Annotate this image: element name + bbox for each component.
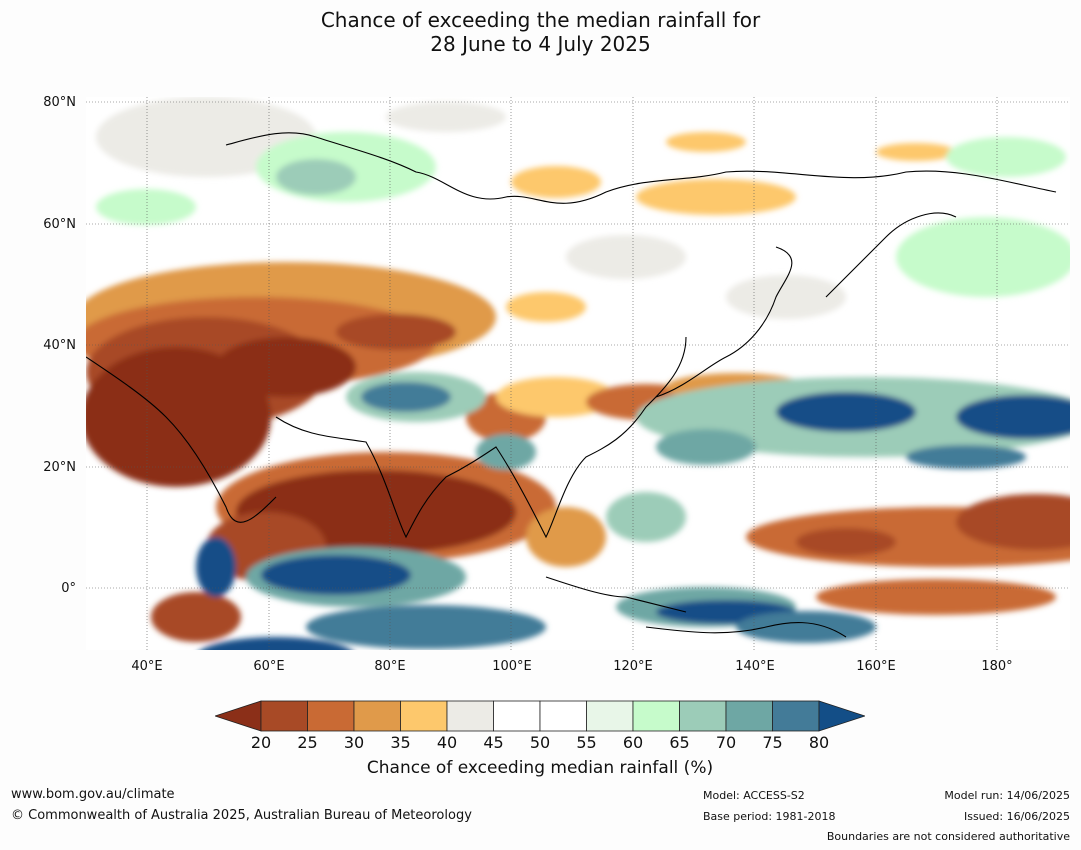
map-canvas	[86, 97, 1070, 650]
lon-label-140e: 140°E	[735, 659, 775, 674]
colorbar-segment	[632, 700, 680, 732]
lon-label-80e: 80°E	[374, 659, 406, 674]
colorbar-tick-label: 20	[250, 733, 272, 752]
website-link[interactable]: www.bom.gov.au/climate	[11, 787, 175, 802]
lat-label-80n: 80°N	[43, 95, 76, 110]
colorbar-segment	[260, 700, 308, 732]
colorbar-segment	[446, 700, 494, 732]
colorbar-tick-label: 65	[669, 733, 690, 752]
lon-label-60e: 60°E	[253, 659, 285, 674]
colorbar-segment	[772, 700, 820, 732]
coastlines	[86, 132, 1057, 638]
colorbar-segment	[493, 700, 541, 732]
colorbar-segment	[725, 700, 773, 732]
colorbar-tick-label: 60	[622, 733, 644, 752]
colorbar-arrow-low	[215, 700, 262, 732]
lat-label-20n: 20°N	[43, 460, 76, 475]
model-run-text: Model run: 14/06/2025	[944, 789, 1070, 802]
lat-label-equator: 0°	[61, 581, 76, 596]
colorbar	[215, 700, 865, 732]
issued-text: Issued: 16/06/2025	[963, 810, 1070, 823]
chart-title: Chance of exceeding the median rainfall …	[0, 8, 1081, 56]
colorbar-tick-label: 25	[297, 733, 318, 752]
colorbar-segment	[586, 700, 634, 732]
model-text: Model: ACCESS-S2	[703, 789, 805, 802]
colorbar-tick-label: 40	[436, 733, 458, 752]
lon-label-120e: 120°E	[613, 659, 653, 674]
colorbar-tick-label: 80	[808, 733, 830, 752]
colorbar-tick-label: 75	[762, 733, 783, 752]
colorbar-tick-label: 70	[715, 733, 737, 752]
lon-label-180: 180°	[981, 659, 1013, 674]
colorbar-tick-label: 50	[529, 733, 551, 752]
base-period-text: Base period: 1981-2018	[703, 810, 836, 823]
colorbar-segment	[353, 700, 401, 732]
lat-label-60n: 60°N	[43, 217, 76, 232]
colorbar-segment	[539, 700, 587, 732]
lat-label-40n: 40°N	[43, 338, 76, 353]
disclaimer-text: Boundaries are not considered authoritat…	[826, 830, 1070, 843]
lon-label-100e: 100°E	[492, 659, 532, 674]
colorbar-tick-label: 55	[576, 733, 597, 752]
title-line-2: 28 June to 4 July 2025	[430, 32, 651, 56]
probability-field	[86, 97, 1070, 650]
rainfall-map	[86, 97, 1070, 650]
colorbar-tick-label: 30	[343, 733, 365, 752]
colorbar-segment	[679, 700, 727, 732]
colorbar-tick-label: 35	[390, 733, 411, 752]
colorbar-segment	[307, 700, 355, 732]
lon-label-40e: 40°E	[131, 659, 163, 674]
colorbar-arrow-high	[818, 700, 865, 732]
colorbar-segment	[400, 700, 448, 732]
title-line-1: Chance of exceeding the median rainfall …	[320, 8, 761, 32]
lon-label-160e: 160°E	[856, 659, 896, 674]
colorbar-title: Chance of exceeding median rainfall (%)	[366, 758, 714, 778]
copyright-text: © Commonwealth of Australia 2025, Austra…	[11, 808, 472, 823]
colorbar-tick-label: 45	[483, 733, 504, 752]
